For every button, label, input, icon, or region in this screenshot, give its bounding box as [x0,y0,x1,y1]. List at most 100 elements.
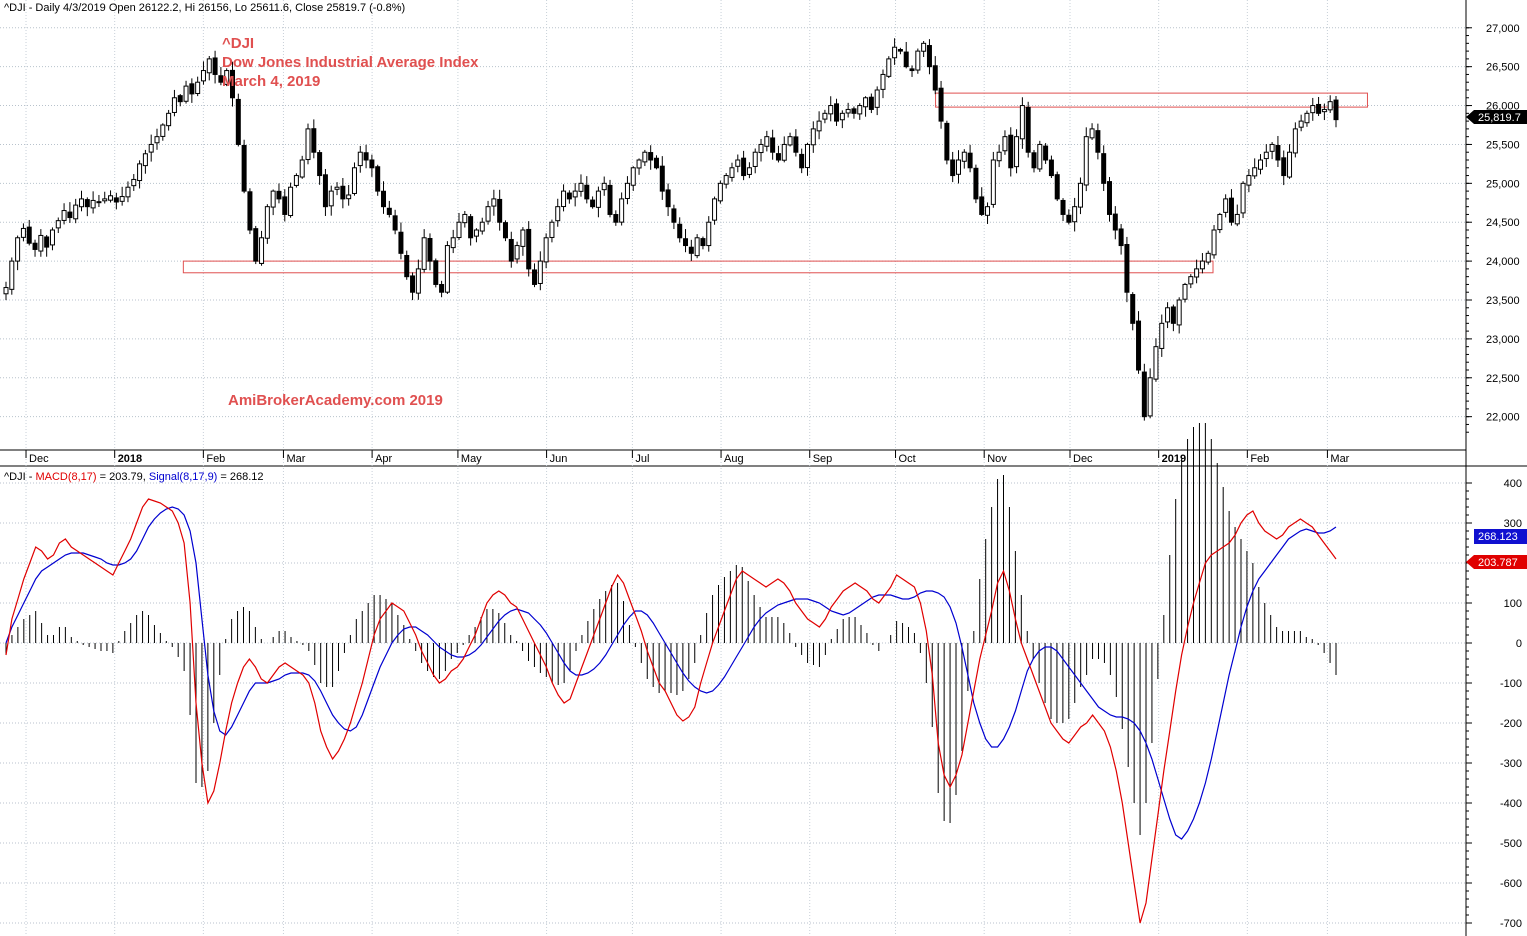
date-tick-label: Sep [813,453,833,465]
candlesticks [3,38,1339,421]
candle-body [1217,213,1223,231]
candle-body [845,108,851,114]
candle-body [526,228,532,270]
macd-tick-label: 0 [1516,638,1522,650]
candle-body [55,220,61,229]
candle-body [1118,228,1124,247]
candle-body [293,175,299,186]
candle-body [624,182,630,199]
macd-tick-label: 400 [1504,478,1522,490]
candle-body [73,204,79,220]
candle-body [154,136,160,144]
candle-body [479,221,485,232]
candle-body [868,96,874,110]
candle-body [1252,167,1258,177]
annotation-symbol: ^DJI [222,35,254,52]
candle-body [322,174,328,208]
candle-body [305,128,311,161]
candle-body [619,198,625,223]
candle-body [863,97,869,108]
candle-body [230,69,236,99]
candle-body [398,231,404,254]
candle-body [1327,101,1333,111]
candle-body [1089,128,1095,139]
candle-body [131,178,137,187]
candle-body [247,191,253,231]
candle-body [340,185,346,200]
candle-body [1130,294,1136,324]
candle-body [770,137,776,153]
candle-body [926,45,932,68]
candle-body [200,70,206,82]
candle-body [1136,320,1142,371]
candle-body [270,190,276,208]
date-tick-label: 2018 [118,453,142,465]
candle-body [1025,106,1031,153]
macd-value-tag: 203.787 [1466,555,1527,569]
candle-body [502,222,508,239]
candle-body [189,83,195,95]
candle-body [381,190,387,208]
candle-body [752,151,758,167]
macd-tick-label: -400 [1500,798,1522,810]
candle-body [653,157,659,169]
candle-body [317,152,323,177]
candle-body [1141,371,1147,418]
candle-body [1194,268,1200,278]
candle-body [723,175,729,185]
candle-body [1106,181,1112,215]
macd-tick-label: -200 [1500,718,1522,730]
candle-body [781,143,787,161]
candle-body [578,182,584,192]
candle-body [543,237,549,263]
candle-body [561,190,567,208]
candle-body [276,190,282,200]
candle-body [468,216,474,239]
candle-body [444,245,450,293]
candle-body [363,152,369,161]
candle-body [1112,213,1118,231]
candle-body [584,184,590,200]
candle-body [834,103,840,122]
price-tick-label: 24,000 [1486,256,1520,268]
candle-body [973,167,979,200]
candle-body [1095,130,1101,153]
candle-body [462,213,468,224]
date-tick-label: Aug [724,453,744,465]
candle-body [113,197,119,203]
macd-header-macd-value: = 203.79, [97,471,149,483]
zones [182,92,1368,274]
price-tick-label: 26,500 [1486,62,1520,74]
candle-body [741,157,747,177]
grid [0,0,1466,936]
candle-body [590,199,596,208]
price-header: ^DJI - Daily 4/3/2019 Open 26122.2, Hi 2… [4,2,405,14]
candle-body [334,186,340,190]
candle-body [537,260,543,284]
candle-body [1298,120,1304,128]
candle-body [1054,174,1060,200]
candle-body [61,210,67,221]
candle-body [1188,276,1194,285]
candle-body [137,163,143,182]
date-tick-label: Jul [635,453,649,465]
date-tick-label: Apr [375,453,392,465]
macd-header: ^DJI - MACD(8,17) = 203.79, Signal(8,17,… [4,471,264,483]
candle-body [328,190,334,207]
candle-body [572,190,578,198]
candle-body [880,73,886,90]
price-tick-label: 24,500 [1486,217,1520,229]
candle-body [915,50,921,71]
candle-body [1287,151,1293,178]
candle-body [613,214,619,223]
candle-body [67,211,73,219]
date-tick-label: Feb [1250,453,1269,465]
candle-body [1304,112,1310,124]
macd-tick-label: -300 [1500,758,1522,770]
candle-body [1321,108,1327,113]
candle-body [961,151,967,162]
price-tick-label: 22,000 [1486,412,1520,424]
macd-tick-label: 100 [1504,598,1522,610]
candle-body [218,75,224,83]
candle-body [642,151,648,163]
